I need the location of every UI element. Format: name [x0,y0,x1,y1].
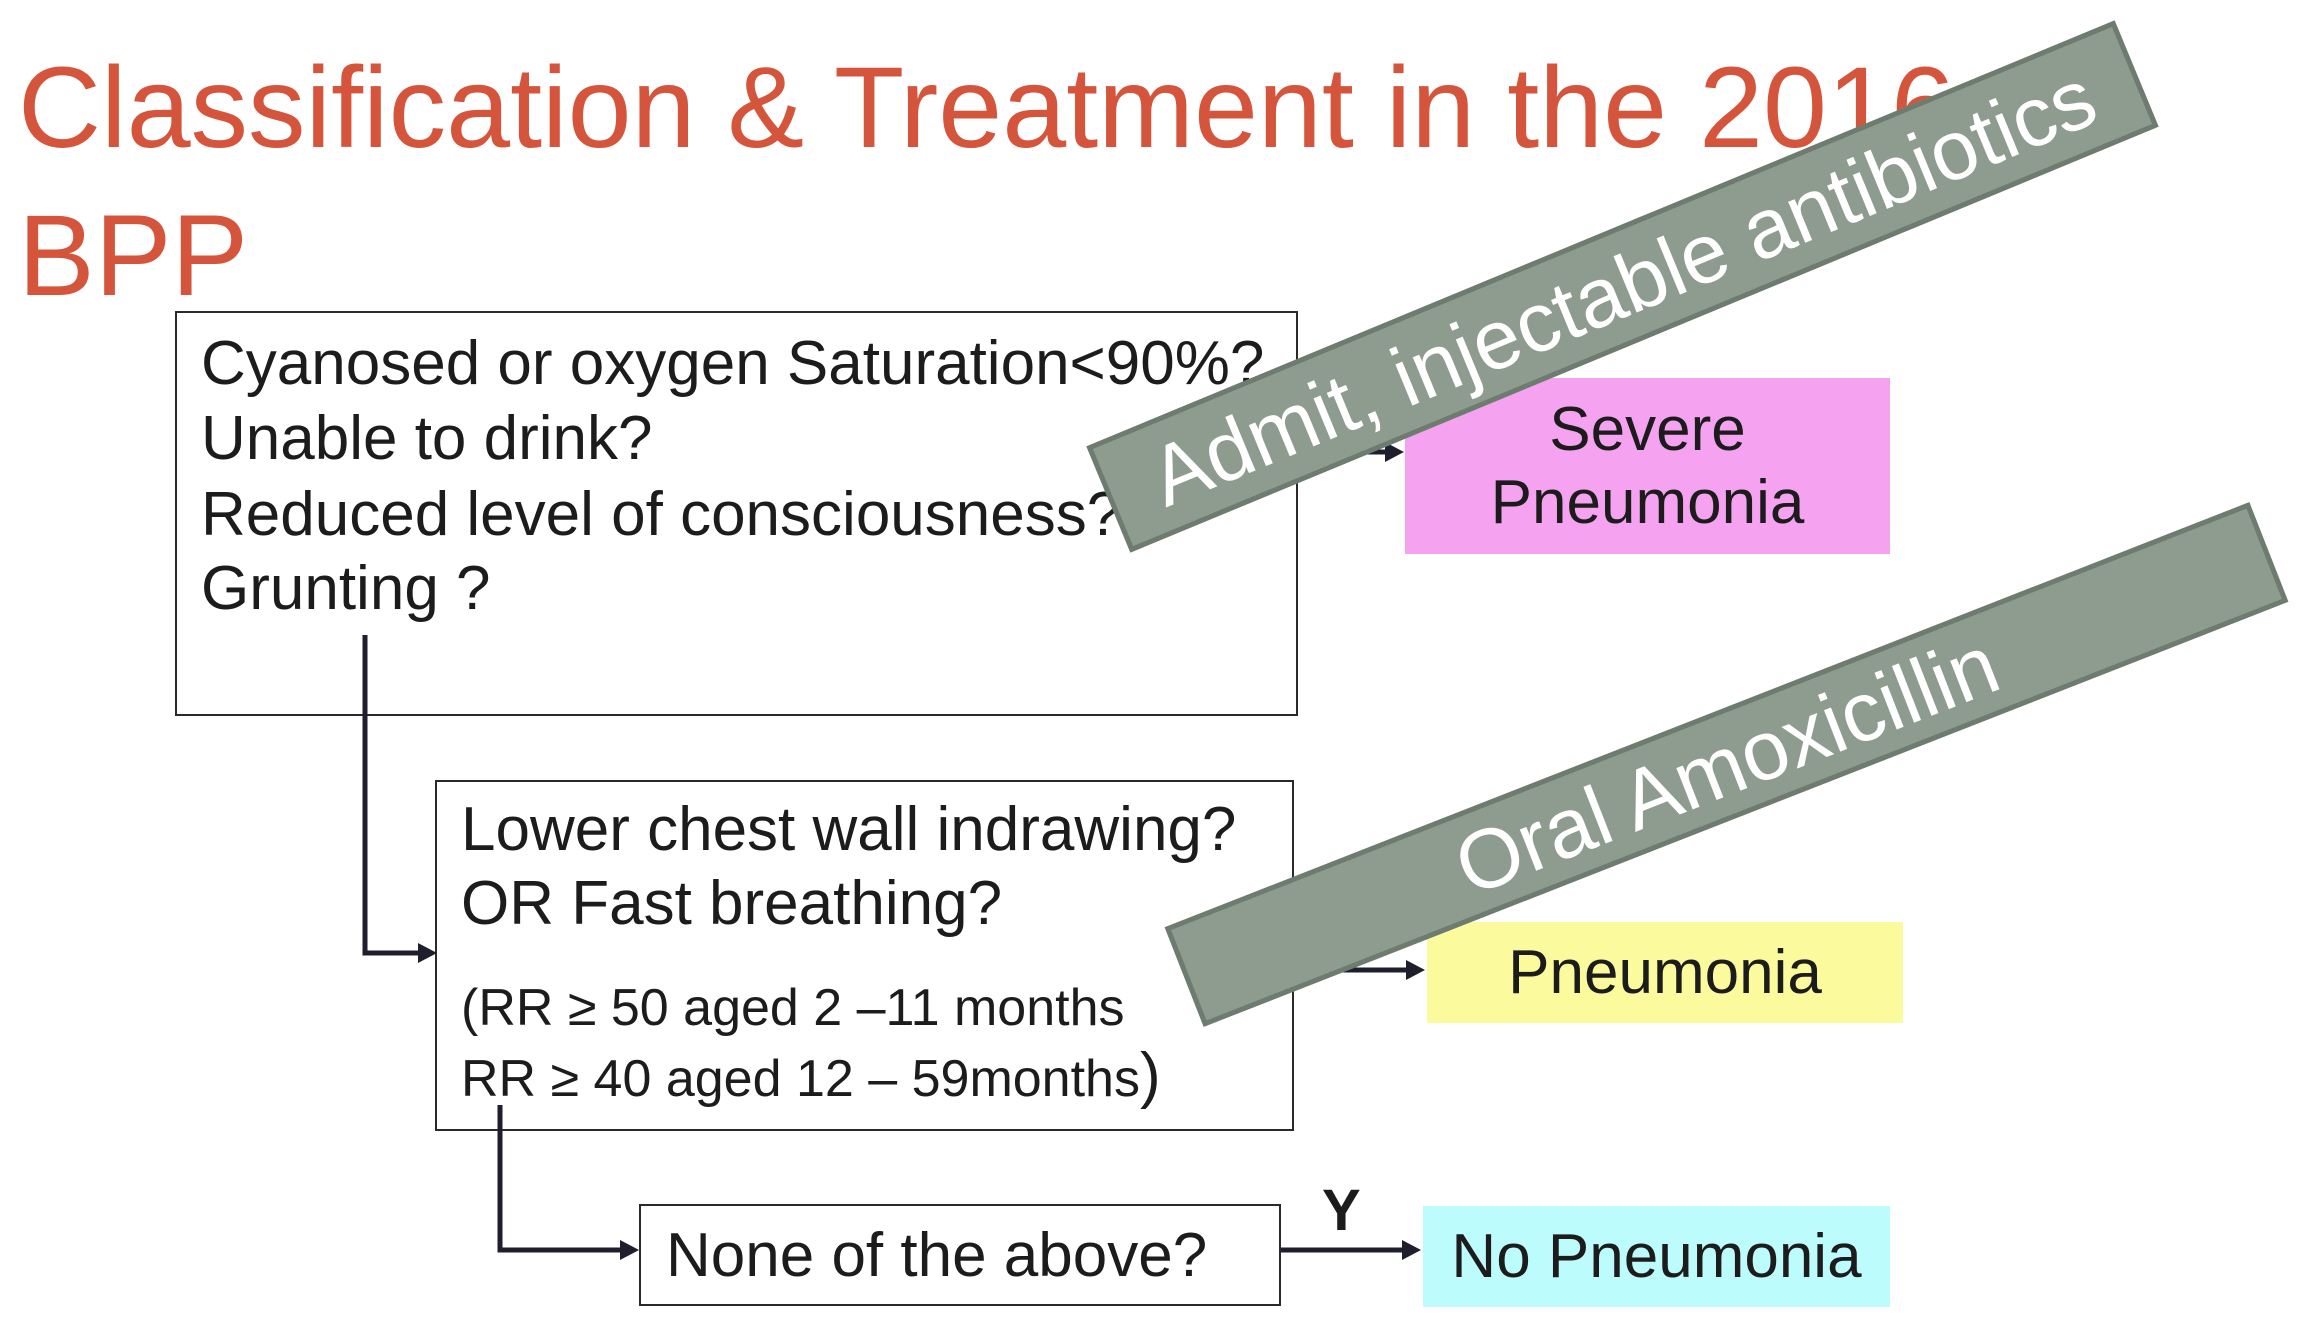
chest-indrawing-question: Lower chest wall indrawing? [461,795,1237,864]
danger-sign-unable-to-drink: Unable to drink? [201,404,653,473]
danger-sign-consciousness: Reduced level of consciousness? [201,480,1122,549]
rr-threshold-infant: (RR ≥ 50 aged 2 –11 months [461,979,1125,1037]
danger-sign-grunting: Grunting ? [201,554,491,623]
yes-arrow-label: Y [1322,1178,1361,1243]
no-pneumonia-label: No Pneumonia [1451,1222,1862,1291]
danger-sign-cyanosis: Cyanosed or oxygen Saturation<90%? [201,329,1265,398]
none-of-above-question: None of the above? [666,1221,1208,1290]
rr-threshold-child: RR ≥ 40 aged 12 – 59months) [461,1045,1161,1108]
treatment-banner-oral-text: Oral Amoxicillin [1442,615,2011,914]
none-of-above-box: None of the above? [639,1204,1281,1306]
rr-threshold-child-text: RR ≥ 40 aged 12 – 59months [461,1050,1140,1108]
slide-title-line-1: Classification & Treatment in the 2016 [18,44,1955,172]
severe-pneumonia-box: Severe Pneumonia [1405,378,1890,554]
no-pneumonia-box: No Pneumonia [1423,1206,1890,1307]
pneumonia-label: Pneumonia [1508,938,1822,1007]
closing-parenthesis: ) [1139,1041,1161,1110]
danger-signs-box: Cyanosed or oxygen Saturation<90%? Unabl… [175,311,1298,716]
fast-breathing-question: OR Fast breathing? [461,869,1003,938]
severe-pneumonia-label-line-1: Severe [1549,395,1746,464]
slide-title-line-2: BPP [18,192,249,320]
arrowhead-none-to-no-pneumonia [1402,1240,1421,1260]
severe-pneumonia-label-line-2: Pneumonia [1490,468,1805,537]
arrowhead-chest-to-none [620,1240,639,1260]
arrowhead-chest-to-pneumonia [1406,960,1425,980]
pneumonia-box: Pneumonia [1427,922,1903,1023]
chest-breathing-box: Lower chest wall indrawing? OR Fast brea… [435,780,1294,1131]
